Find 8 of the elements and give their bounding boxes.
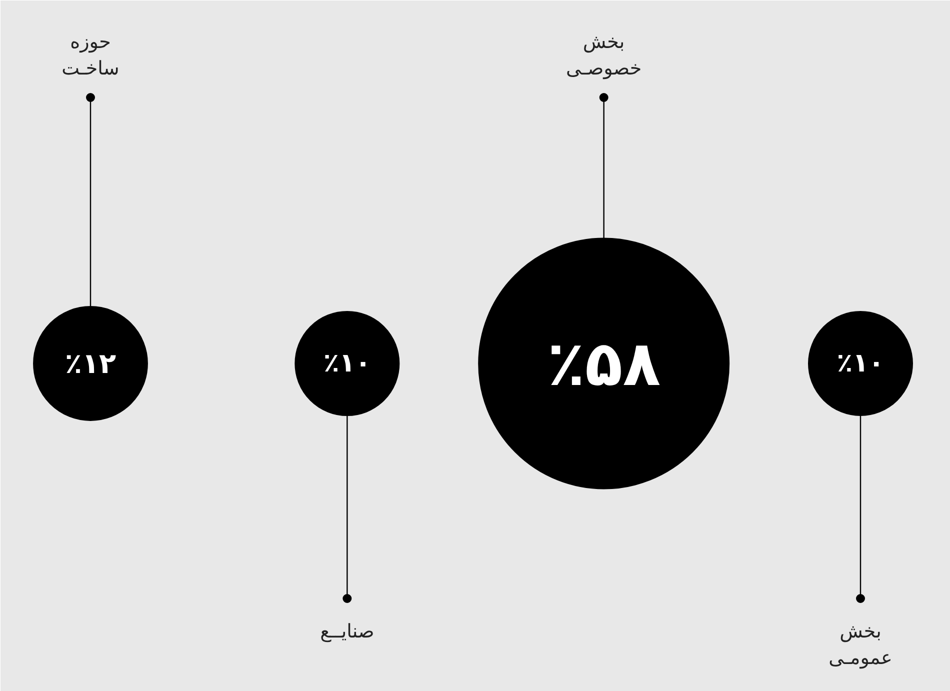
data-label: ٪۱۰ xyxy=(836,348,884,378)
data-label: ٪۱۰ xyxy=(323,348,371,378)
data-label: ٪۵۸ xyxy=(547,327,661,400)
category-label: حوزه ساخـت xyxy=(62,31,120,80)
category-label: بخش عمومـی xyxy=(828,620,892,669)
category-label: صنایــع xyxy=(320,620,374,642)
category-label: بخش خصوصـی xyxy=(566,31,642,80)
data-label: ٪۱۲ xyxy=(64,347,116,380)
